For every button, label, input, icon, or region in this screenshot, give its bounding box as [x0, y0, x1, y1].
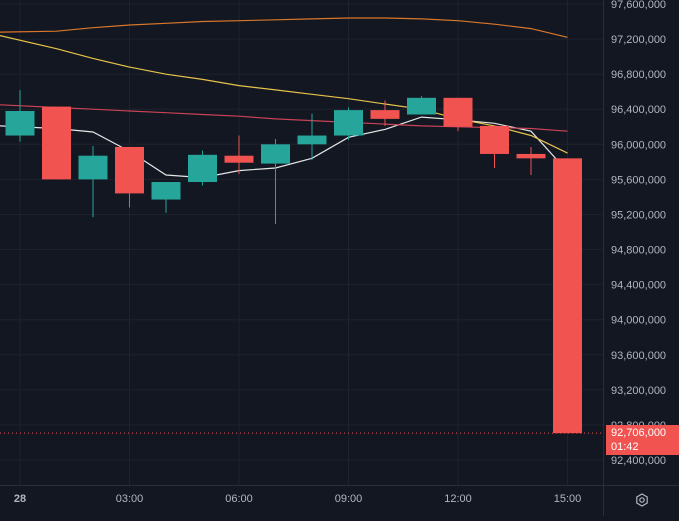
candle-body [78, 155, 108, 180]
candle-body [115, 146, 144, 194]
candle-body [297, 135, 327, 145]
moving-average-red [0, 104, 568, 132]
candle-body [224, 155, 254, 163]
candle-body [407, 97, 436, 115]
candle-body [151, 182, 181, 200]
y-tick-label: 97,600,000 [611, 0, 666, 11]
gear-icon[interactable] [633, 491, 651, 509]
x-tick-label: 03:00 [116, 493, 144, 505]
x-tick-label: 15:00 [554, 493, 582, 505]
y-tick-label: 93,200,000 [611, 385, 666, 397]
x-tick-label: 12:00 [444, 493, 472, 505]
countdown-timer: 01:42 [611, 441, 639, 453]
candle-body [42, 106, 71, 180]
moving-average-yellow [0, 35, 568, 154]
candle-body [553, 158, 582, 434]
last-price-value: 92,706,000 [611, 427, 667, 439]
candle-body [443, 97, 473, 127]
y-tick-label: 95,200,000 [611, 209, 666, 221]
y-tick-label: 94,400,000 [611, 280, 666, 292]
candle-body [370, 110, 400, 119]
candle-body [480, 125, 509, 154]
x-tick-label: 06:00 [225, 493, 253, 505]
y-tick-label: 92,400,000 [611, 455, 666, 467]
last-price-badge: 92,706,000 01:42 [606, 425, 679, 455]
candle-body [188, 154, 217, 183]
candle-body [516, 153, 546, 159]
moving-average-orange [0, 17, 568, 38]
candle-body [334, 110, 363, 136]
moving-average-white [0, 116, 568, 179]
y-tick-label: 96,000,000 [611, 139, 666, 151]
candle-body [261, 144, 290, 164]
y-tick-label: 95,600,000 [611, 174, 666, 186]
x-tick-label: 28 [14, 493, 26, 505]
candle-body [5, 110, 35, 136]
y-tick-label: 96,400,000 [611, 104, 666, 116]
y-tick-label: 97,200,000 [611, 34, 666, 46]
y-tick-label: 96,800,000 [611, 69, 666, 81]
y-tick-label: 94,800,000 [611, 245, 666, 257]
y-tick-label: 94,000,000 [611, 315, 666, 327]
y-tick-label: 93,600,000 [611, 350, 666, 362]
x-tick-label: 09:00 [335, 493, 363, 505]
